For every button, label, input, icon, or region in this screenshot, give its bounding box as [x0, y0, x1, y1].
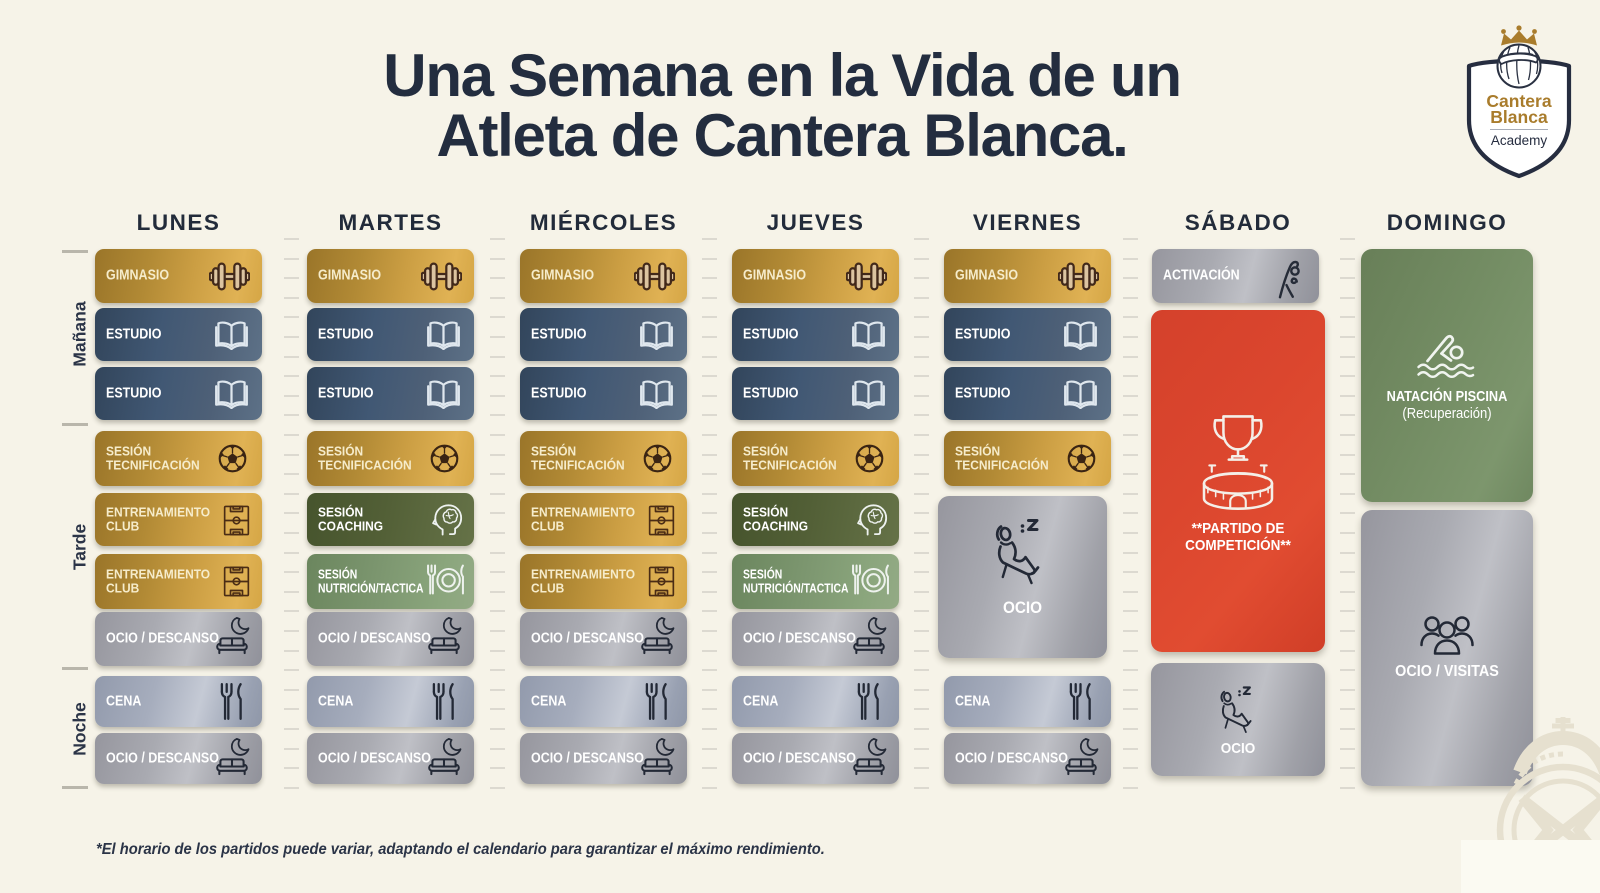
svg-text:Blanca: Blanca [1490, 107, 1548, 127]
svg-text:Cantera: Cantera [1486, 91, 1551, 111]
svg-text:Academy: Academy [1491, 133, 1548, 148]
